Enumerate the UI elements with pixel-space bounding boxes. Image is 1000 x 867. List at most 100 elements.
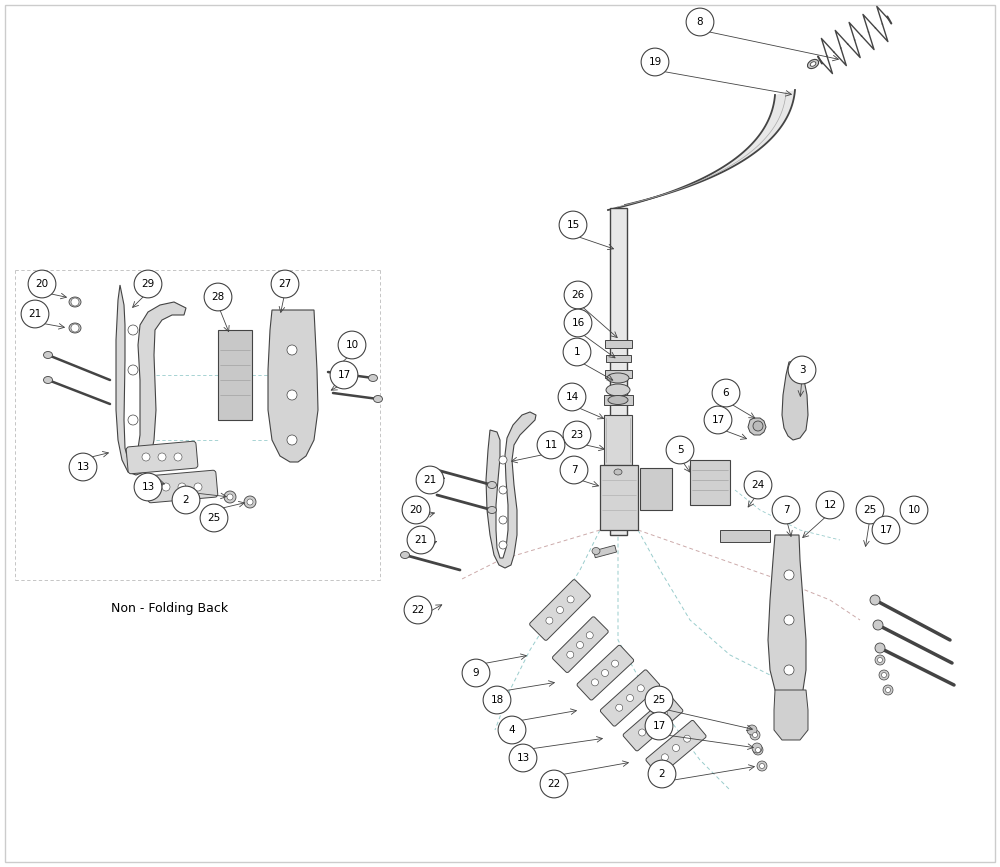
Text: 7: 7 xyxy=(783,505,789,515)
Ellipse shape xyxy=(592,547,600,555)
FancyBboxPatch shape xyxy=(623,695,683,751)
Circle shape xyxy=(875,643,885,653)
Text: 4: 4 xyxy=(509,725,515,735)
Circle shape xyxy=(591,679,598,686)
Circle shape xyxy=(612,660,619,667)
Circle shape xyxy=(558,383,586,411)
Text: 25: 25 xyxy=(652,695,666,705)
Circle shape xyxy=(753,733,758,738)
Circle shape xyxy=(128,325,138,335)
Circle shape xyxy=(567,596,574,603)
Bar xyxy=(604,395,633,405)
Polygon shape xyxy=(748,418,766,435)
Text: 25: 25 xyxy=(863,505,877,515)
Circle shape xyxy=(756,747,761,753)
Circle shape xyxy=(567,651,574,658)
Circle shape xyxy=(564,310,592,337)
Circle shape xyxy=(684,735,691,742)
Circle shape xyxy=(626,694,634,701)
Ellipse shape xyxy=(606,384,630,396)
FancyBboxPatch shape xyxy=(577,645,634,701)
Circle shape xyxy=(330,362,358,389)
Text: 12: 12 xyxy=(823,500,837,510)
Circle shape xyxy=(747,725,757,735)
Text: 11: 11 xyxy=(544,440,558,450)
Circle shape xyxy=(563,338,591,366)
Circle shape xyxy=(287,345,297,355)
Circle shape xyxy=(784,615,794,625)
Text: 25: 25 xyxy=(207,513,221,523)
Circle shape xyxy=(404,596,432,624)
Circle shape xyxy=(499,486,507,494)
Text: 6: 6 xyxy=(723,388,729,398)
Circle shape xyxy=(559,212,587,239)
Ellipse shape xyxy=(401,551,410,558)
Circle shape xyxy=(772,496,800,524)
Ellipse shape xyxy=(607,373,629,383)
Circle shape xyxy=(560,456,588,484)
Text: 1: 1 xyxy=(574,347,580,357)
Circle shape xyxy=(660,710,667,717)
Text: 18: 18 xyxy=(490,695,504,705)
Bar xyxy=(606,355,631,362)
Circle shape xyxy=(878,657,883,662)
Text: 5: 5 xyxy=(677,445,683,455)
Ellipse shape xyxy=(608,395,628,405)
Circle shape xyxy=(900,496,928,524)
Circle shape xyxy=(650,720,656,727)
Text: 13: 13 xyxy=(141,482,155,492)
Circle shape xyxy=(483,686,511,714)
Circle shape xyxy=(172,486,200,514)
Text: 7: 7 xyxy=(571,465,577,475)
Bar xyxy=(610,208,627,535)
Circle shape xyxy=(784,570,794,580)
Text: 27: 27 xyxy=(278,279,292,289)
Circle shape xyxy=(244,496,256,508)
Circle shape xyxy=(784,665,794,675)
Circle shape xyxy=(416,466,444,494)
Circle shape xyxy=(872,516,900,544)
Circle shape xyxy=(760,764,765,768)
Circle shape xyxy=(271,271,299,298)
Ellipse shape xyxy=(69,323,81,333)
Text: 2: 2 xyxy=(183,495,189,505)
Circle shape xyxy=(498,716,526,744)
Circle shape xyxy=(69,453,97,481)
Circle shape xyxy=(704,406,732,434)
Text: 26: 26 xyxy=(571,290,585,300)
Polygon shape xyxy=(774,690,808,740)
Text: 22: 22 xyxy=(547,779,561,789)
Circle shape xyxy=(338,331,366,359)
Text: 15: 15 xyxy=(566,220,580,230)
Circle shape xyxy=(287,435,297,445)
Text: 28: 28 xyxy=(211,292,225,302)
Text: 14: 14 xyxy=(565,392,579,402)
Text: 17: 17 xyxy=(337,370,351,380)
Bar xyxy=(605,370,632,378)
Text: 20: 20 xyxy=(35,279,49,289)
Circle shape xyxy=(602,669,608,676)
Circle shape xyxy=(537,431,565,459)
Circle shape xyxy=(637,685,644,692)
Text: 29: 29 xyxy=(141,279,155,289)
Circle shape xyxy=(21,300,49,328)
FancyBboxPatch shape xyxy=(146,470,218,503)
Circle shape xyxy=(499,516,507,524)
Bar xyxy=(218,330,252,420)
Circle shape xyxy=(462,659,490,687)
Text: 17: 17 xyxy=(652,721,666,731)
Circle shape xyxy=(499,541,507,549)
Bar xyxy=(720,530,770,542)
Polygon shape xyxy=(116,285,186,475)
Circle shape xyxy=(661,753,668,761)
FancyBboxPatch shape xyxy=(126,441,198,473)
Circle shape xyxy=(287,390,297,400)
Circle shape xyxy=(875,655,885,665)
Text: Non - Folding Back: Non - Folding Back xyxy=(111,602,229,615)
Ellipse shape xyxy=(44,351,53,358)
Circle shape xyxy=(402,496,430,524)
Bar xyxy=(605,340,632,348)
Circle shape xyxy=(162,483,170,491)
Ellipse shape xyxy=(69,297,81,307)
Circle shape xyxy=(639,729,646,736)
